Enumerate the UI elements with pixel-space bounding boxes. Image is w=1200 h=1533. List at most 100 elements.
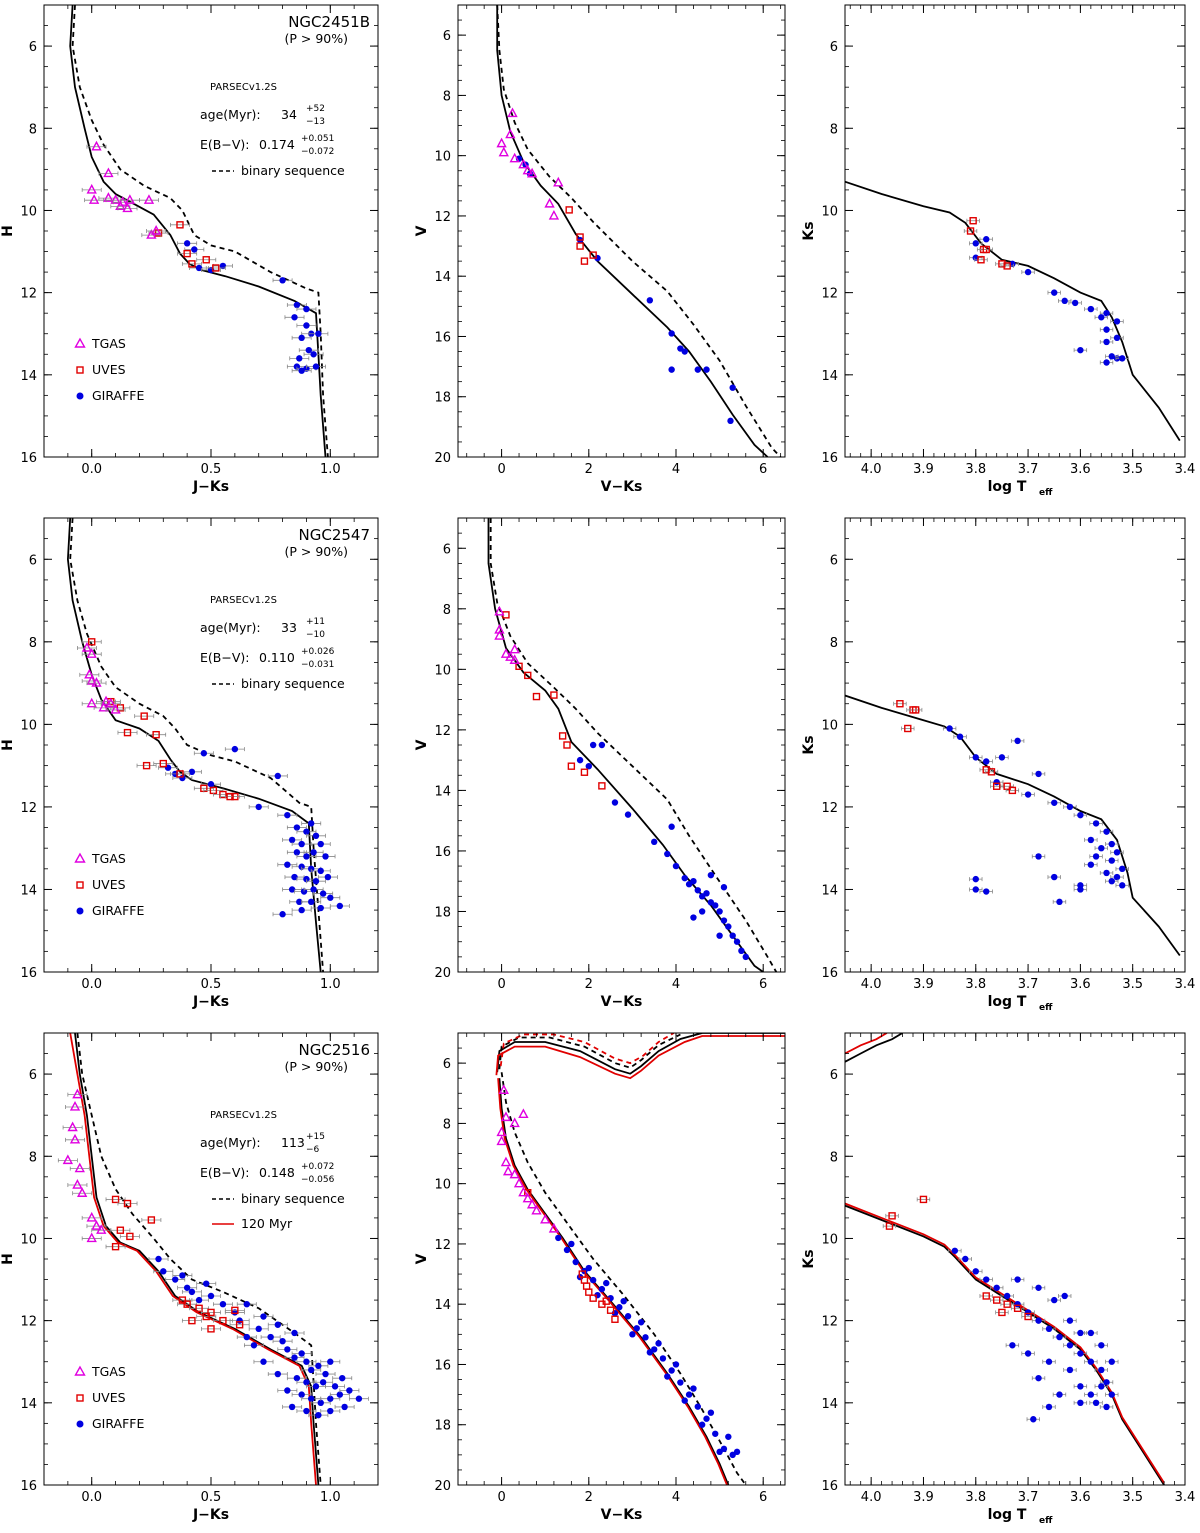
giraffe-point — [288, 1403, 296, 1411]
giraffe-point — [183, 1284, 191, 1291]
panel-NGC2516-V-Ks: 0 2 4 6 6 8 10 12 14 16 18 20 V−Ks V — [414, 1032, 786, 1523]
giraffe-point — [324, 873, 332, 881]
giraffe-point — [1066, 803, 1074, 811]
giraffe-point — [983, 236, 990, 243]
uves-point — [567, 762, 576, 770]
tgas-point — [86, 183, 97, 194]
tgas-point — [91, 140, 102, 151]
giraffe-point — [303, 1379, 310, 1386]
binary-sequence-line — [71, 5, 329, 457]
giraffe-point — [1077, 1383, 1084, 1390]
uves-point — [111, 1242, 120, 1251]
y-axis-title: H — [0, 739, 16, 751]
giraffe-point — [642, 1334, 649, 1341]
uves-point — [576, 233, 584, 241]
binary-sequence-line — [76, 1033, 322, 1485]
y-tick-label: 14 — [20, 1397, 37, 1412]
giraffe-point — [284, 861, 291, 868]
giraffe-point — [668, 330, 675, 337]
x-axis-title: V−Ks — [601, 994, 643, 1010]
x-tick-label: 3.7 — [1018, 977, 1039, 992]
uves-point — [602, 1297, 610, 1305]
tgas-point — [505, 128, 516, 139]
legend-giraffe-marker — [76, 907, 84, 915]
giraffe-point — [243, 1333, 250, 1341]
giraffe-point — [284, 811, 291, 819]
x-tick-label: 6 — [759, 977, 767, 992]
giraffe-point — [1087, 1391, 1095, 1398]
tgas-point — [505, 651, 516, 661]
binary-sequence-line — [489, 518, 778, 972]
giraffe-point — [585, 1264, 592, 1272]
giraffe-point — [1014, 737, 1021, 745]
giraffe-point — [1077, 811, 1084, 819]
giraffe-point — [1092, 820, 1100, 827]
cluster-name: NGC2516 — [299, 1041, 371, 1059]
uves-point — [598, 782, 606, 790]
giraffe-point — [629, 1331, 636, 1338]
panel-frame — [844, 4, 1186, 458]
tgas-point — [548, 1222, 560, 1233]
giraffe-point — [195, 1296, 203, 1304]
x-tick-label: 0.0 — [81, 462, 102, 477]
x-tick-label: 1.0 — [320, 462, 341, 477]
uves-point — [969, 217, 977, 225]
giraffe-point — [303, 1407, 310, 1415]
giraffe-point — [1051, 873, 1058, 881]
giraffe-point — [1103, 1403, 1110, 1411]
giraffe-point — [274, 1321, 281, 1328]
giraffe-point — [310, 849, 317, 856]
y-tick-label: 10 — [821, 1232, 838, 1247]
giraffe-point — [983, 1276, 990, 1283]
x-tick-label: 3.6 — [1070, 977, 1091, 992]
giraffe-point — [1003, 1292, 1011, 1300]
giraffe-point — [633, 1325, 640, 1332]
giraffe-point — [1024, 791, 1032, 798]
giraffe-point — [250, 1342, 258, 1349]
giraffe-point — [303, 365, 310, 372]
tgas-point — [548, 209, 560, 220]
giraffe-point — [255, 803, 262, 811]
giraffe-point — [694, 1403, 701, 1410]
giraffe-point — [611, 799, 619, 806]
y-axis-title: V — [414, 1253, 430, 1264]
model-name: PARSECv1.2S — [210, 1110, 277, 1121]
giraffe-point — [733, 938, 741, 945]
uves-point — [532, 692, 541, 701]
tgas-point — [72, 1088, 83, 1099]
giraffe-point — [172, 1276, 179, 1283]
giraffe-point — [690, 1385, 697, 1392]
giraffe-point — [293, 301, 301, 309]
y-tick-label: 8 — [830, 636, 838, 651]
giraffe-point — [598, 1285, 606, 1293]
y-tick-label: 6 — [830, 40, 838, 55]
tgas-point — [150, 225, 162, 235]
giraffe-point — [659, 1355, 667, 1362]
binary-legend-label: binary sequence — [241, 676, 345, 691]
plot-area — [69, 5, 329, 457]
giraffe-point — [685, 1391, 693, 1398]
x-axis-title: log T — [988, 1507, 1027, 1523]
giraffe-point — [298, 906, 305, 914]
giraffe-point — [1051, 1296, 1058, 1304]
giraffe-point — [972, 875, 979, 883]
y-tick-label: 14 — [821, 883, 838, 898]
giraffe-point — [317, 867, 324, 875]
uves-point — [611, 1315, 619, 1323]
giraffe-point — [267, 1333, 274, 1341]
x-axis-title: log T — [988, 479, 1027, 495]
ebv-value: 0.174 — [259, 137, 295, 152]
uves-point — [585, 1288, 593, 1296]
giraffe-point — [274, 772, 281, 780]
tgas-point — [531, 1204, 542, 1215]
panel-NGC2547-V-Ks: 0 2 4 6 6 8 10 12 14 16 18 20 V−Ks V — [414, 517, 786, 1010]
uves-point — [188, 260, 196, 268]
giraffe-point — [183, 240, 191, 247]
age-minus: −10 — [306, 630, 325, 640]
y-axis-title: Ks — [801, 1249, 817, 1268]
giraffe-point — [1077, 1329, 1084, 1337]
y-tick-label: 10 — [20, 1232, 37, 1247]
y-tick-label: 16 — [821, 966, 838, 981]
panel-NGC2547-Teff: 4.0 3.9 3.8 3.7 3.6 3.5 3.4 6 8 10 12 14 16 log T eff K… — [801, 517, 1195, 1013]
